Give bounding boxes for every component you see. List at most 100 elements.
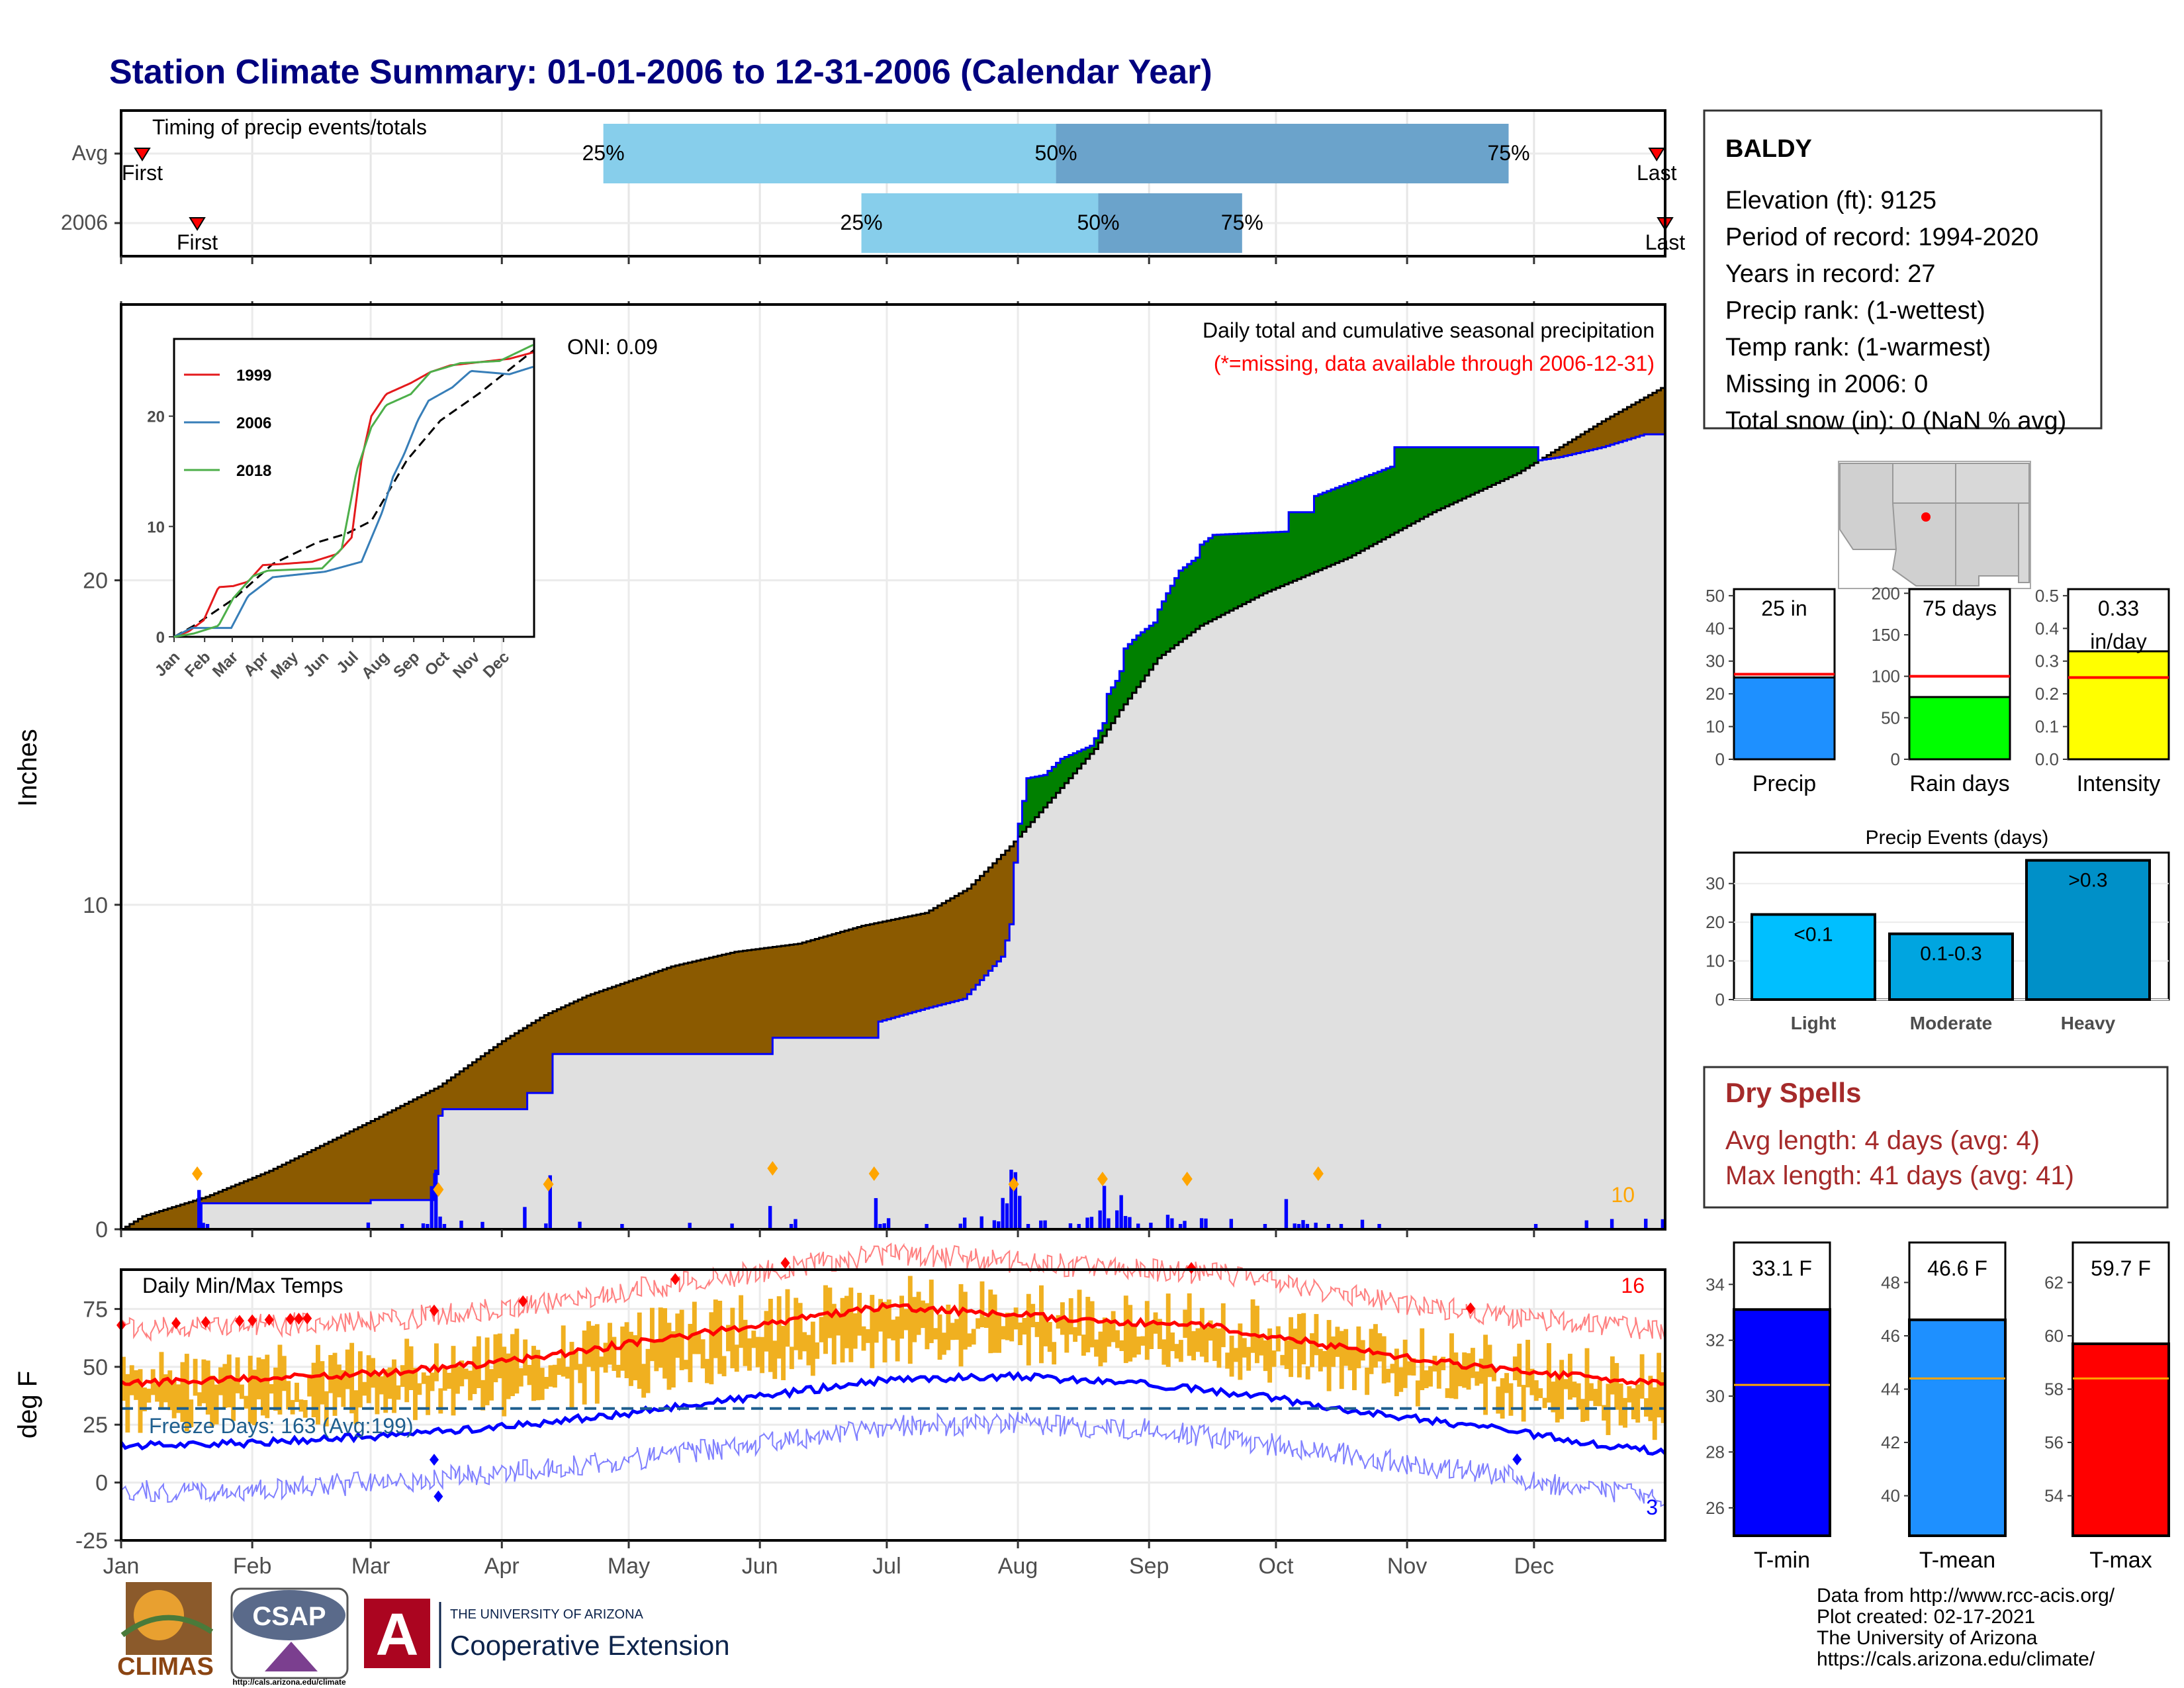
temps-daily-bar — [831, 1303, 837, 1365]
temps-daily-bar — [1496, 1386, 1501, 1414]
temps-daily-bar — [184, 1354, 189, 1432]
temps-daily-bar — [1001, 1326, 1006, 1340]
inset-y-tick-label: 0 — [156, 629, 165, 647]
temps-daily-bar — [992, 1294, 997, 1353]
temps-daily-bar — [1386, 1368, 1391, 1383]
temp-bar-tick-label: 32 — [1706, 1331, 1725, 1350]
temps-daily-bar — [861, 1326, 866, 1351]
precip-daily-bar — [1098, 1210, 1102, 1229]
temps-daily-bar — [518, 1368, 523, 1387]
temps-daily-bar — [1352, 1346, 1357, 1391]
temps-daily-bar — [476, 1336, 481, 1389]
events-bar-label: 0.1-0.3 — [1920, 943, 1981, 965]
temps-daily-bar — [1102, 1317, 1107, 1363]
precip-daily-bar — [730, 1223, 734, 1229]
temps-daily-bar — [1119, 1340, 1124, 1351]
temps-daily-bar — [1487, 1344, 1492, 1378]
temps-daily-bar — [1280, 1354, 1285, 1366]
temps-daily-bar — [700, 1339, 705, 1369]
precip-frame — [120, 303, 1666, 1231]
temps-daily-bar — [316, 1344, 320, 1425]
temps-record-high-marker — [1187, 1262, 1197, 1274]
precip-daily-bar — [1284, 1199, 1289, 1229]
temps-daily-bar — [248, 1356, 253, 1424]
temps-daily-bar — [1462, 1352, 1467, 1388]
precip-daily-axis-label: 10 — [1611, 1183, 1635, 1207]
summary-bar-tick-label: 100 — [1872, 667, 1900, 686]
temps-daily-bar — [260, 1359, 265, 1416]
temps-daily-bar — [768, 1299, 773, 1372]
temps-daily-bar — [692, 1301, 697, 1354]
temps-daily-bar — [1289, 1317, 1294, 1378]
month-label: Mar — [351, 1554, 390, 1579]
precip-daily-bar — [1085, 1217, 1089, 1229]
temps-daily-bar — [797, 1303, 803, 1360]
temps-record-high-marker — [171, 1317, 181, 1329]
precip-panel: 0 10 20 10 Daily total and cumulative season… — [13, 303, 1666, 1243]
temps-daily-bar — [1267, 1328, 1273, 1383]
temps-daily-bar — [569, 1342, 574, 1409]
temps-daily-bar — [662, 1308, 668, 1379]
summary-bar-tick-label: 40 — [1706, 618, 1725, 638]
precip-daily-bar — [1183, 1221, 1187, 1229]
temps-y-tick-label: 50 — [83, 1355, 108, 1380]
temps-record-low-marker — [429, 1454, 439, 1466]
temps-daily-bar — [1576, 1383, 1581, 1410]
temps-daily-bar — [878, 1299, 884, 1332]
temps-daily-bar — [1398, 1367, 1404, 1392]
precip-daily-bar — [578, 1221, 582, 1229]
precip-daily-bar — [1128, 1217, 1132, 1229]
station-info-line: Years in record: 27 — [1725, 260, 1936, 288]
temps-daily-bar — [916, 1291, 921, 1335]
inset-avg-line — [173, 349, 535, 638]
temps-daily-bar — [1098, 1331, 1103, 1367]
temps-y-tick-label: -25 — [75, 1528, 108, 1554]
timing-last-label: Last — [1637, 161, 1677, 185]
precip-daily-bar — [878, 1224, 882, 1229]
temps-daily-bar — [484, 1337, 490, 1405]
month-label: Feb — [233, 1554, 272, 1579]
summary-bar-value-label: 75 days — [1923, 596, 1997, 620]
station-name: BALDY — [1725, 135, 1812, 163]
summary-bar-name: Rain days — [1909, 771, 2009, 796]
temps-daily-bar — [666, 1323, 672, 1390]
temp-bar-value-label: 33.1 F — [1752, 1256, 1812, 1280]
precip-daily-bar — [1314, 1223, 1318, 1229]
timing-row-label: 2006 — [61, 211, 108, 234]
dry-spells-line: Max length: 41 days (avg: 41) — [1725, 1161, 2074, 1190]
temps-daily-bar — [1174, 1344, 1179, 1359]
temps-daily-bar — [565, 1366, 570, 1379]
precip-daily-bar — [768, 1205, 772, 1229]
precip-record-marker — [1097, 1172, 1108, 1186]
temps-daily-bar — [1356, 1326, 1361, 1368]
temps-daily-bar — [222, 1364, 228, 1409]
temps-daily-bar — [138, 1369, 143, 1433]
temps-daily-bar — [1068, 1298, 1073, 1335]
temp-bar-tick-label: 30 — [1706, 1386, 1725, 1406]
precip-daily-bar — [438, 1216, 442, 1229]
precip-daily-bar — [1009, 1170, 1013, 1229]
temps-daily-bar — [1216, 1328, 1222, 1368]
temps-daily-bar — [789, 1346, 794, 1370]
precip-daily-bar — [480, 1221, 484, 1229]
temps-daily-bar — [1657, 1352, 1662, 1418]
credit-line: The University of Arizona — [1817, 1627, 2038, 1649]
temps-daily-bar — [1652, 1387, 1657, 1440]
events-category-label: Heavy — [2061, 1013, 2116, 1033]
temps-daily-bar — [929, 1280, 934, 1343]
temps-daily-bar — [129, 1365, 134, 1395]
temps-daily-bar — [1394, 1348, 1399, 1397]
timing-label-75: 75% — [1487, 141, 1529, 165]
temps-daily-bar — [620, 1326, 625, 1371]
temps-y-tick-label: 0 — [95, 1471, 108, 1496]
temps-daily-bar — [755, 1336, 760, 1368]
precip-record-marker — [1312, 1166, 1324, 1181]
temps-daily-bar — [1271, 1350, 1277, 1367]
temps-daily-bar — [997, 1313, 1001, 1353]
temps-daily-bar — [1538, 1388, 1543, 1399]
temps-daily-bar — [379, 1376, 384, 1395]
temps-daily-bar — [125, 1374, 130, 1433]
dry-spells-title: Dry Spells — [1725, 1077, 1861, 1108]
temps-daily-bar — [1178, 1340, 1183, 1362]
temps-daily-bar — [1627, 1386, 1632, 1403]
